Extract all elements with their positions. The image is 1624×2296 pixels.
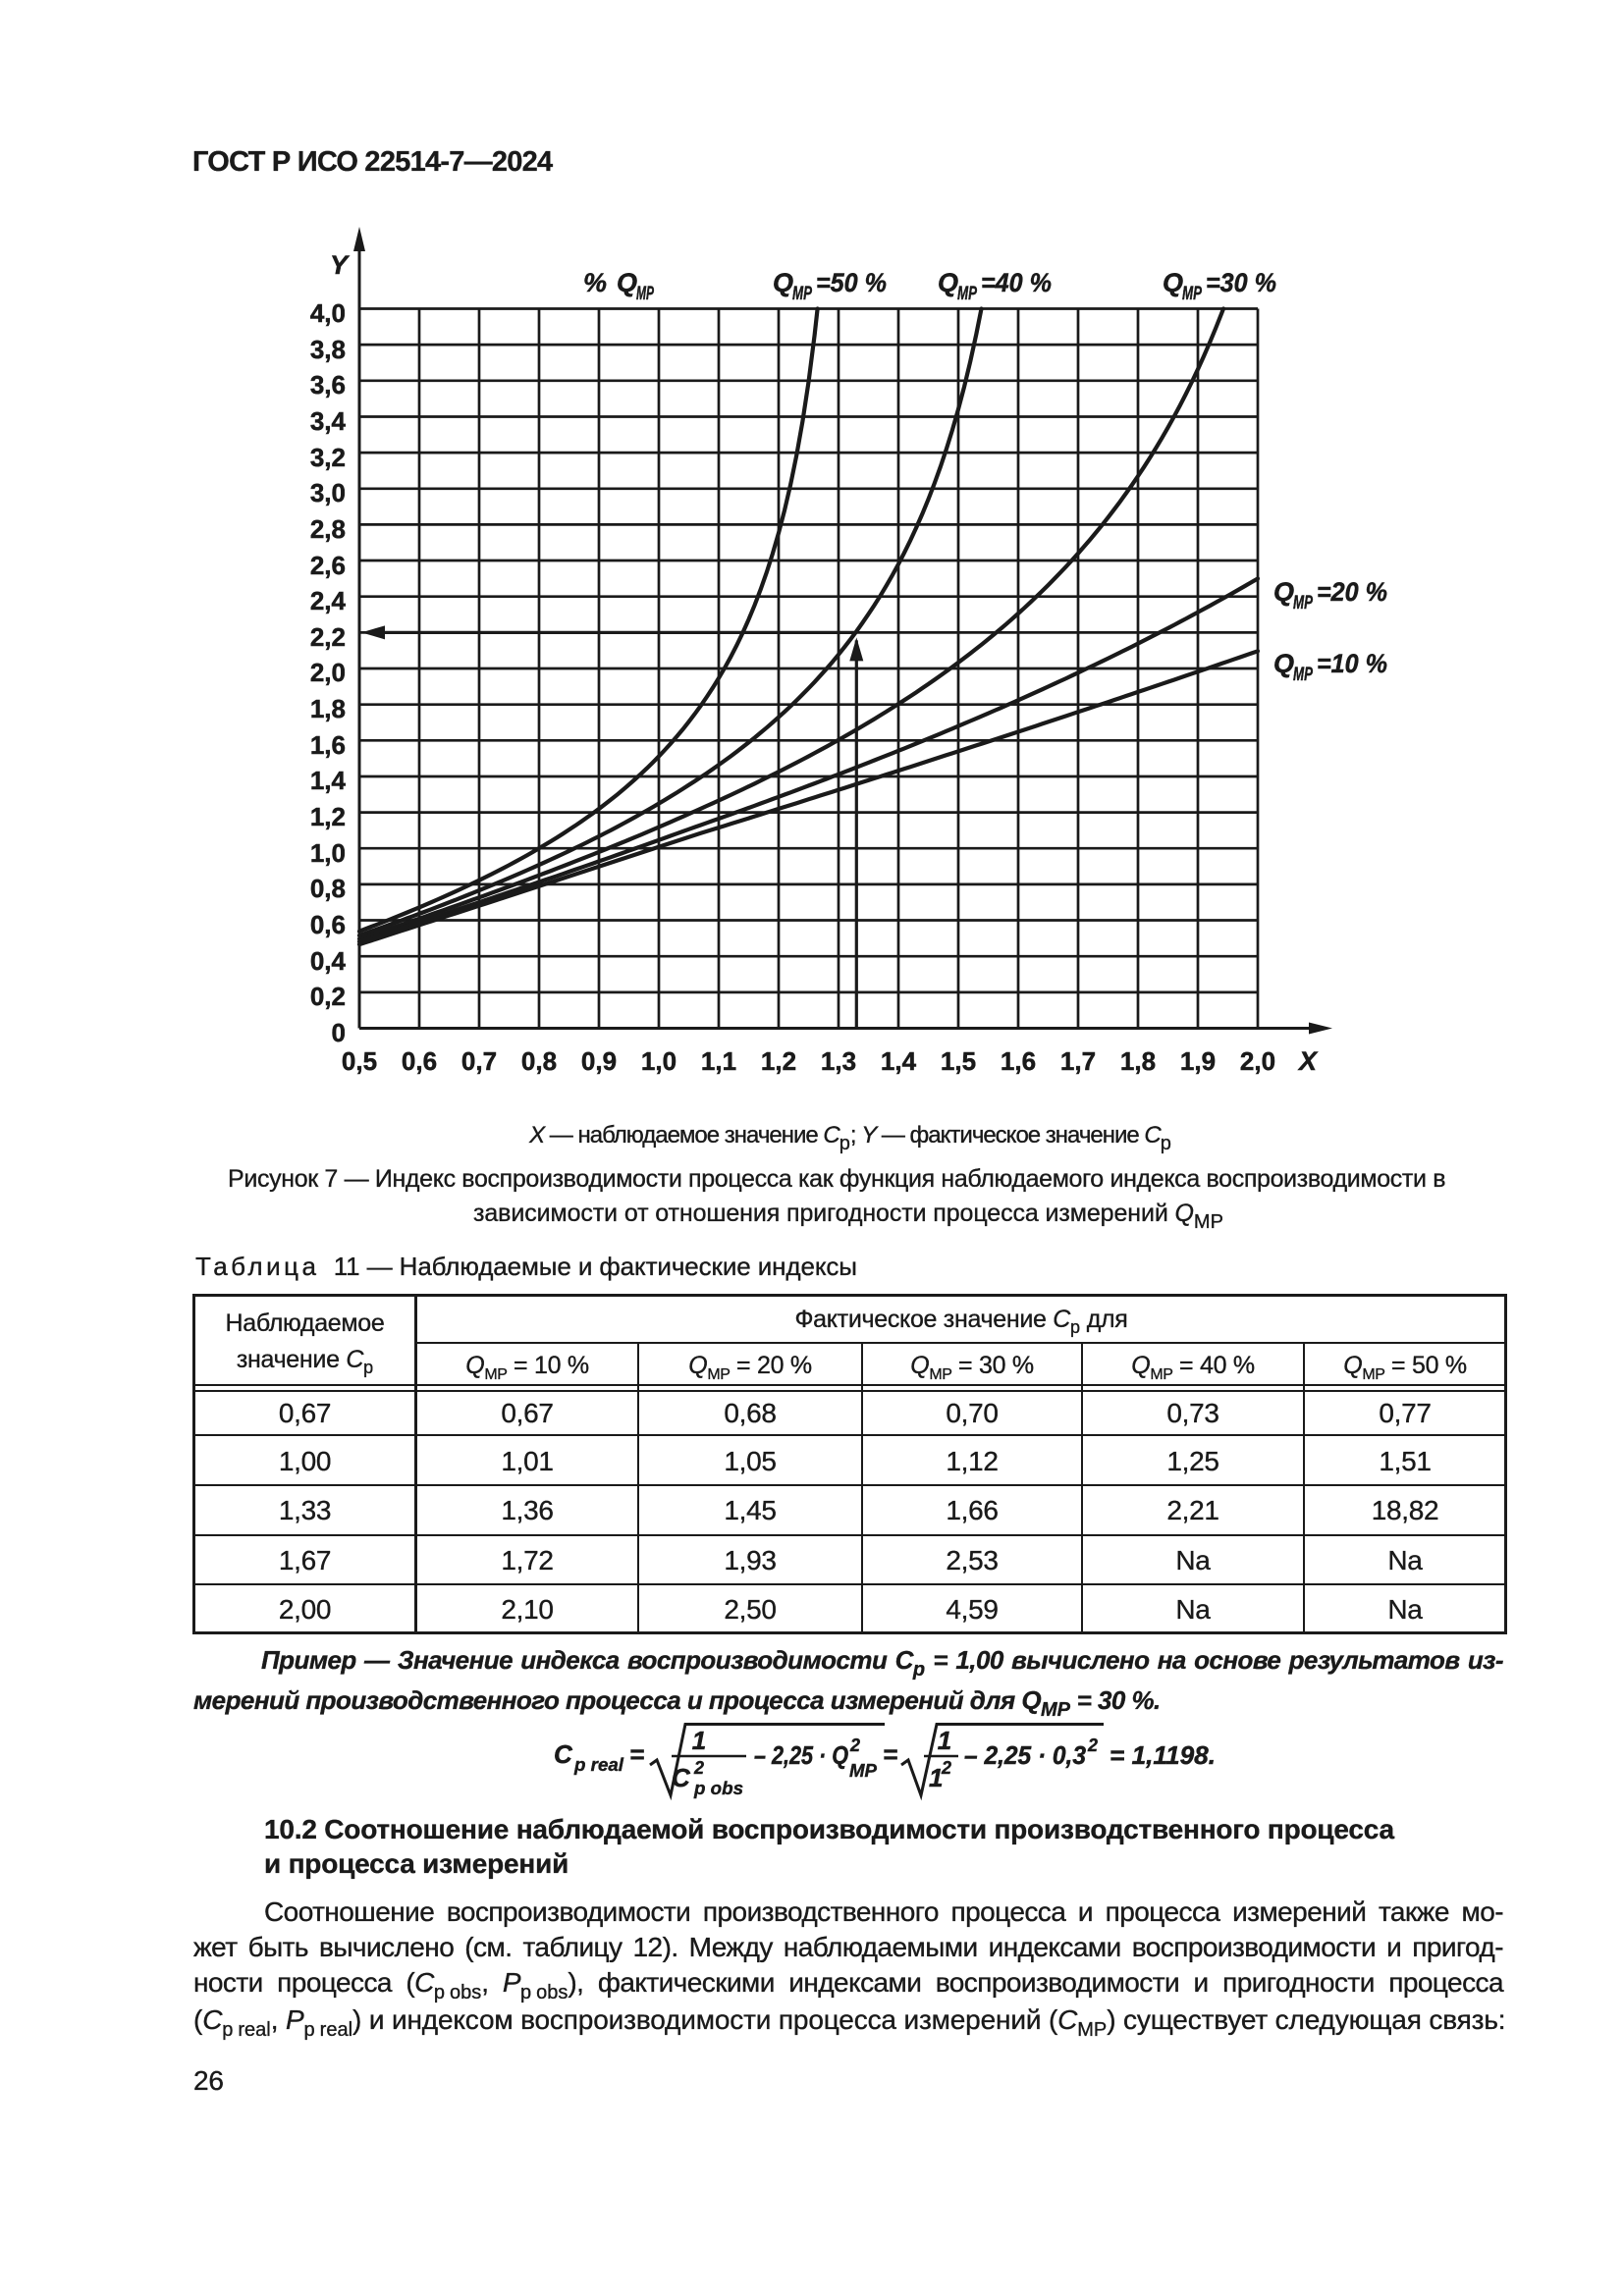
svg-text:1,2: 1,2 <box>761 1046 796 1076</box>
svg-text:– 2,25 · Q: – 2,25 · Q <box>754 1740 848 1770</box>
svg-text:2: 2 <box>941 1758 951 1778</box>
svg-text:Y: Y <box>330 250 351 280</box>
svg-text:3,8: 3,8 <box>310 335 346 364</box>
svg-text:=: = <box>883 1739 897 1769</box>
svg-text:1: 1 <box>929 1763 943 1792</box>
svg-text:p obs: p obs <box>693 1779 743 1798</box>
svg-text:0,8: 0,8 <box>310 874 346 903</box>
svg-text:=10 %: =10 % <box>1317 649 1387 678</box>
svg-text:0: 0 <box>332 1018 346 1047</box>
svg-text:MP: MP <box>1293 665 1313 685</box>
svg-text:X: X <box>1297 1046 1319 1076</box>
svg-text:1,9: 1,9 <box>1180 1046 1216 1076</box>
svg-text:Q: Q <box>773 268 793 297</box>
svg-text:=50 %: =50 % <box>816 268 887 297</box>
svg-text:MP: MP <box>849 1761 878 1781</box>
svg-text:MP: MP <box>636 284 654 304</box>
svg-text:1,5: 1,5 <box>941 1046 976 1076</box>
svg-text:Q: Q <box>617 268 637 297</box>
svg-text:2,0: 2,0 <box>310 658 346 687</box>
svg-text:Q: Q <box>938 268 958 297</box>
svg-text:1: 1 <box>938 1726 951 1755</box>
svg-text:3,6: 3,6 <box>310 370 346 400</box>
svg-text:1,0: 1,0 <box>310 838 346 868</box>
svg-text:1,0: 1,0 <box>641 1046 677 1076</box>
svg-text:2,0: 2,0 <box>1240 1046 1275 1076</box>
svg-text:2,8: 2,8 <box>310 514 346 544</box>
svg-text:0,6: 0,6 <box>310 910 346 939</box>
svg-text:1,3: 1,3 <box>821 1046 856 1076</box>
svg-text:1,4: 1,4 <box>310 766 347 795</box>
svg-text:0,5: 0,5 <box>342 1046 377 1076</box>
svg-text:=30 %: =30 % <box>1206 268 1276 297</box>
svg-text:1,7: 1,7 <box>1060 1046 1096 1076</box>
svg-text:2: 2 <box>693 1758 704 1778</box>
svg-text:2,2: 2,2 <box>310 622 346 652</box>
svg-text:1,8: 1,8 <box>1120 1046 1156 1076</box>
svg-text:0,9: 0,9 <box>581 1046 617 1076</box>
svg-text:1: 1 <box>692 1726 706 1755</box>
svg-text:0,7: 0,7 <box>461 1046 497 1076</box>
svg-text:1,4: 1,4 <box>881 1046 917 1076</box>
svg-text:MP: MP <box>957 284 977 304</box>
svg-text:=20 %: =20 % <box>1317 577 1387 607</box>
svg-text:1,2: 1,2 <box>310 802 346 831</box>
svg-text:= 1,1198.: = 1,1198. <box>1110 1740 1216 1770</box>
svg-text:1,8: 1,8 <box>310 694 346 723</box>
svg-text:3,2: 3,2 <box>310 443 346 472</box>
svg-text:2,6: 2,6 <box>310 551 346 580</box>
svg-text:4,0: 4,0 <box>310 298 346 328</box>
svg-text:2: 2 <box>849 1735 860 1755</box>
svg-text:Q: Q <box>1273 577 1294 607</box>
svg-text:C: C <box>554 1739 573 1769</box>
svg-text:0,2: 0,2 <box>310 982 346 1011</box>
svg-text:0,4: 0,4 <box>310 946 347 976</box>
svg-text:3,0: 3,0 <box>310 478 346 507</box>
svg-text:Q: Q <box>1273 649 1294 678</box>
svg-text:p real: p real <box>573 1755 624 1775</box>
svg-text:=: = <box>629 1739 644 1769</box>
svg-text:1,6: 1,6 <box>310 730 346 760</box>
svg-text:0,6: 0,6 <box>402 1046 437 1076</box>
svg-text:%: % <box>583 268 607 297</box>
svg-text:2,4: 2,4 <box>310 586 347 615</box>
svg-text:Q: Q <box>1163 268 1183 297</box>
svg-text:MP: MP <box>1182 284 1202 304</box>
svg-text:1,1: 1,1 <box>701 1046 736 1076</box>
svg-text:C: C <box>672 1763 691 1792</box>
svg-text:2: 2 <box>1087 1735 1098 1755</box>
svg-text:0,8: 0,8 <box>521 1046 557 1076</box>
svg-text:MP: MP <box>1293 593 1313 614</box>
svg-text:1,6: 1,6 <box>1001 1046 1036 1076</box>
svg-text:MP: MP <box>792 284 812 304</box>
svg-text:=40 %: =40 % <box>981 268 1052 297</box>
svg-text:3,4: 3,4 <box>310 406 347 436</box>
svg-text:– 2,25 · 0,3: – 2,25 · 0,3 <box>964 1740 1086 1770</box>
